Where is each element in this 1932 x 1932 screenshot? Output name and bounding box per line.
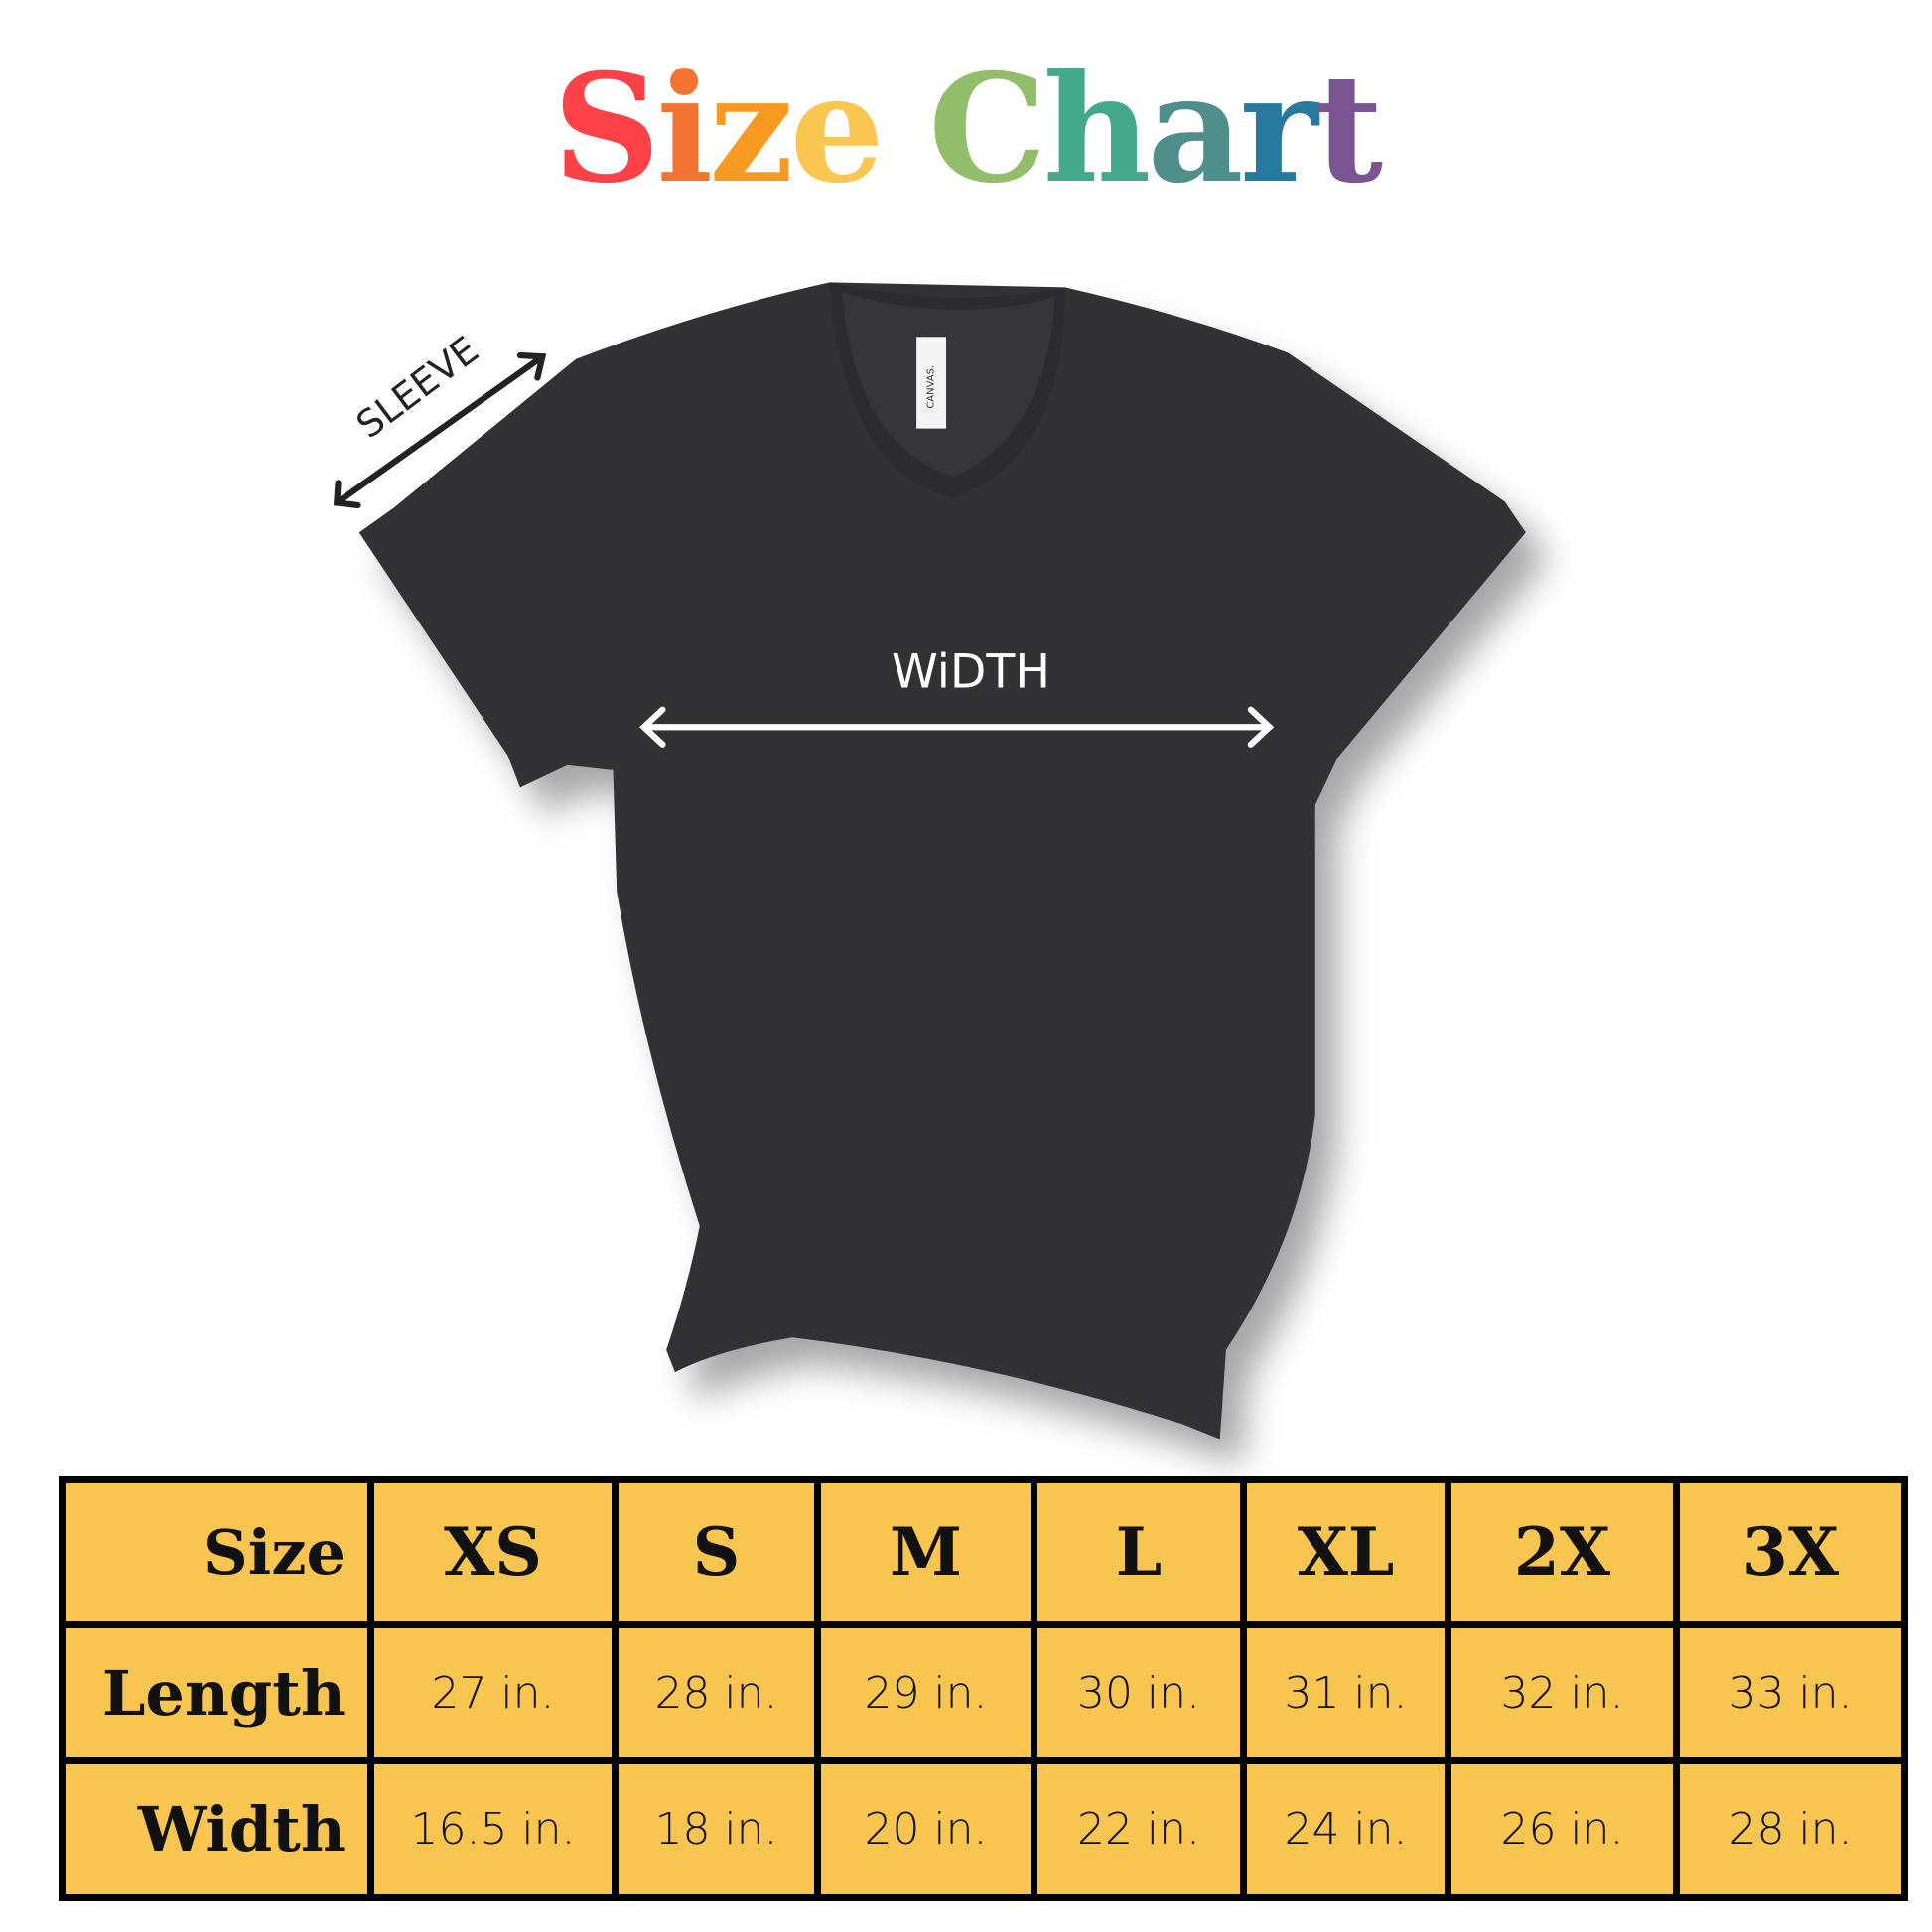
table-cell: 31 in.: [1240, 1620, 1451, 1765]
size-xs: XS: [367, 1476, 619, 1628]
size-3x: 3X: [1673, 1476, 1908, 1628]
table-row-length: Length 27 in. 28 in. 29 in. 30 in. 31 in…: [59, 1620, 1908, 1765]
size-m: M: [814, 1476, 1037, 1628]
sleeve-arrow-icon: [334, 351, 547, 509]
table-cell: 16.5 in.: [367, 1757, 619, 1901]
table-row-width: Width 16.5 in. 18 in. 20 in. 22 in. 24 i…: [59, 1757, 1908, 1901]
size-l: L: [1031, 1476, 1247, 1628]
table-cell: 24 in.: [1240, 1757, 1451, 1901]
table-cell: 28 in.: [1673, 1757, 1908, 1901]
title-letter: i: [656, 42, 713, 216]
title-letter: e: [789, 42, 884, 216]
table-cell: 22 in.: [1031, 1757, 1247, 1901]
header-size-label: Size: [59, 1476, 374, 1628]
title-letter: z: [709, 42, 793, 216]
size-table: Size XS S M L XL 2X 3X Length 27 in. 28 …: [59, 1476, 1908, 1901]
table-cell: 33 in.: [1673, 1620, 1908, 1765]
table-cell: 29 in.: [814, 1620, 1037, 1765]
table-cell: 18 in.: [612, 1757, 821, 1901]
table-cell: 20 in.: [814, 1757, 1037, 1901]
size-chart-title: Size Chart: [0, 55, 1932, 204]
neckline: [842, 292, 1055, 478]
title-letter: a: [1147, 42, 1244, 216]
width-arrow-icon: [639, 706, 1275, 748]
tag-text: CANVAS.: [926, 365, 937, 409]
table-cell: 27 in.: [367, 1620, 619, 1765]
table-cell: 28 in.: [612, 1620, 821, 1765]
row-label: Length: [59, 1620, 374, 1765]
size-2x: 2X: [1445, 1476, 1680, 1628]
table-header-row: Size XS S M L XL 2X 3X: [59, 1476, 1908, 1628]
tag: [916, 337, 947, 429]
tshirt-body: [358, 282, 1526, 1440]
table-cell: 30 in.: [1031, 1620, 1247, 1765]
title-letter: C: [928, 42, 1046, 216]
title-letter: h: [1042, 42, 1151, 216]
title-letter: t: [1313, 42, 1383, 216]
row-label: Width: [59, 1757, 374, 1901]
table-cell: 32 in.: [1445, 1620, 1680, 1765]
title-letter: r: [1239, 42, 1318, 216]
table-cell: 26 in.: [1445, 1757, 1680, 1901]
size-xl: XL: [1240, 1476, 1451, 1628]
width-label: WiDTH: [892, 644, 1050, 699]
size-s: S: [612, 1476, 821, 1628]
sleeve-label: SLEEVE: [348, 328, 486, 447]
title-letter: S: [552, 42, 660, 216]
